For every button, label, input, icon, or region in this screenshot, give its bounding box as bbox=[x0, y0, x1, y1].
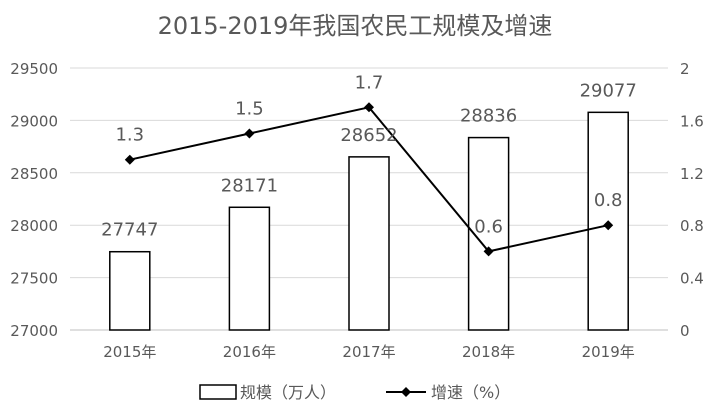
legend-line-label: 增速（%） bbox=[431, 383, 510, 402]
line-point bbox=[244, 128, 255, 139]
line-data-label: 1.5 bbox=[235, 99, 264, 120]
bar bbox=[109, 250, 151, 331]
data-labels: 27747 28171 28652 28836 29077 1.3 1.5 1.7 0.6 0.8 bbox=[101, 72, 637, 240]
line-series bbox=[124, 102, 614, 257]
line-point bbox=[483, 246, 494, 257]
y-right-tick-label: 0.8 bbox=[680, 217, 704, 235]
bar-data-label: 28171 bbox=[221, 175, 278, 196]
y-right-tick-label: 1.2 bbox=[680, 165, 704, 183]
y-right-tick-label: 0 bbox=[680, 322, 690, 340]
y-right-tick-label: 1.6 bbox=[680, 112, 704, 130]
y-left-tick-label: 27000 bbox=[10, 322, 58, 340]
line-point bbox=[364, 102, 374, 113]
line-point bbox=[603, 220, 614, 231]
chart-title: 2015-2019年我国农民工规模及增速 bbox=[158, 12, 553, 40]
y-left-tick-label: 28500 bbox=[10, 165, 58, 183]
legend-bar-label: 规模（万人） bbox=[240, 383, 336, 402]
y-left-tick-label: 28000 bbox=[10, 217, 58, 235]
bar-data-label: 28836 bbox=[460, 106, 517, 127]
line-data-label: 1.7 bbox=[355, 72, 384, 93]
bar bbox=[348, 156, 390, 331]
y-right-tick-label: 2 bbox=[680, 60, 690, 78]
x-tick-label: 2019年 bbox=[582, 343, 635, 361]
x-tick-label: 2015年 bbox=[103, 343, 156, 361]
legend: 规模（万人） 增速（%） bbox=[199, 383, 510, 402]
line-data-label: 0.6 bbox=[474, 216, 503, 237]
y-left-tick-label: 27500 bbox=[10, 270, 58, 288]
bar-data-label: 27747 bbox=[101, 220, 158, 241]
x-tick-label: 2016年 bbox=[223, 343, 276, 361]
y-right-tick-label: 0.4 bbox=[680, 270, 704, 288]
legend-bar-swatch bbox=[199, 384, 237, 400]
bar bbox=[228, 206, 271, 331]
x-tick-label: 2018年 bbox=[462, 343, 515, 361]
line-point bbox=[124, 154, 135, 165]
y-left-tick-label: 29500 bbox=[10, 60, 58, 78]
bar-data-label: 28652 bbox=[340, 125, 397, 146]
x-tick-label: 2017年 bbox=[342, 343, 395, 361]
y-left-tick-label: 29000 bbox=[10, 112, 58, 130]
line-data-label: 1.3 bbox=[115, 125, 144, 146]
line-data-label: 0.8 bbox=[594, 190, 623, 211]
bar-data-label: 29077 bbox=[580, 80, 637, 101]
legend-line-marker bbox=[401, 387, 411, 397]
